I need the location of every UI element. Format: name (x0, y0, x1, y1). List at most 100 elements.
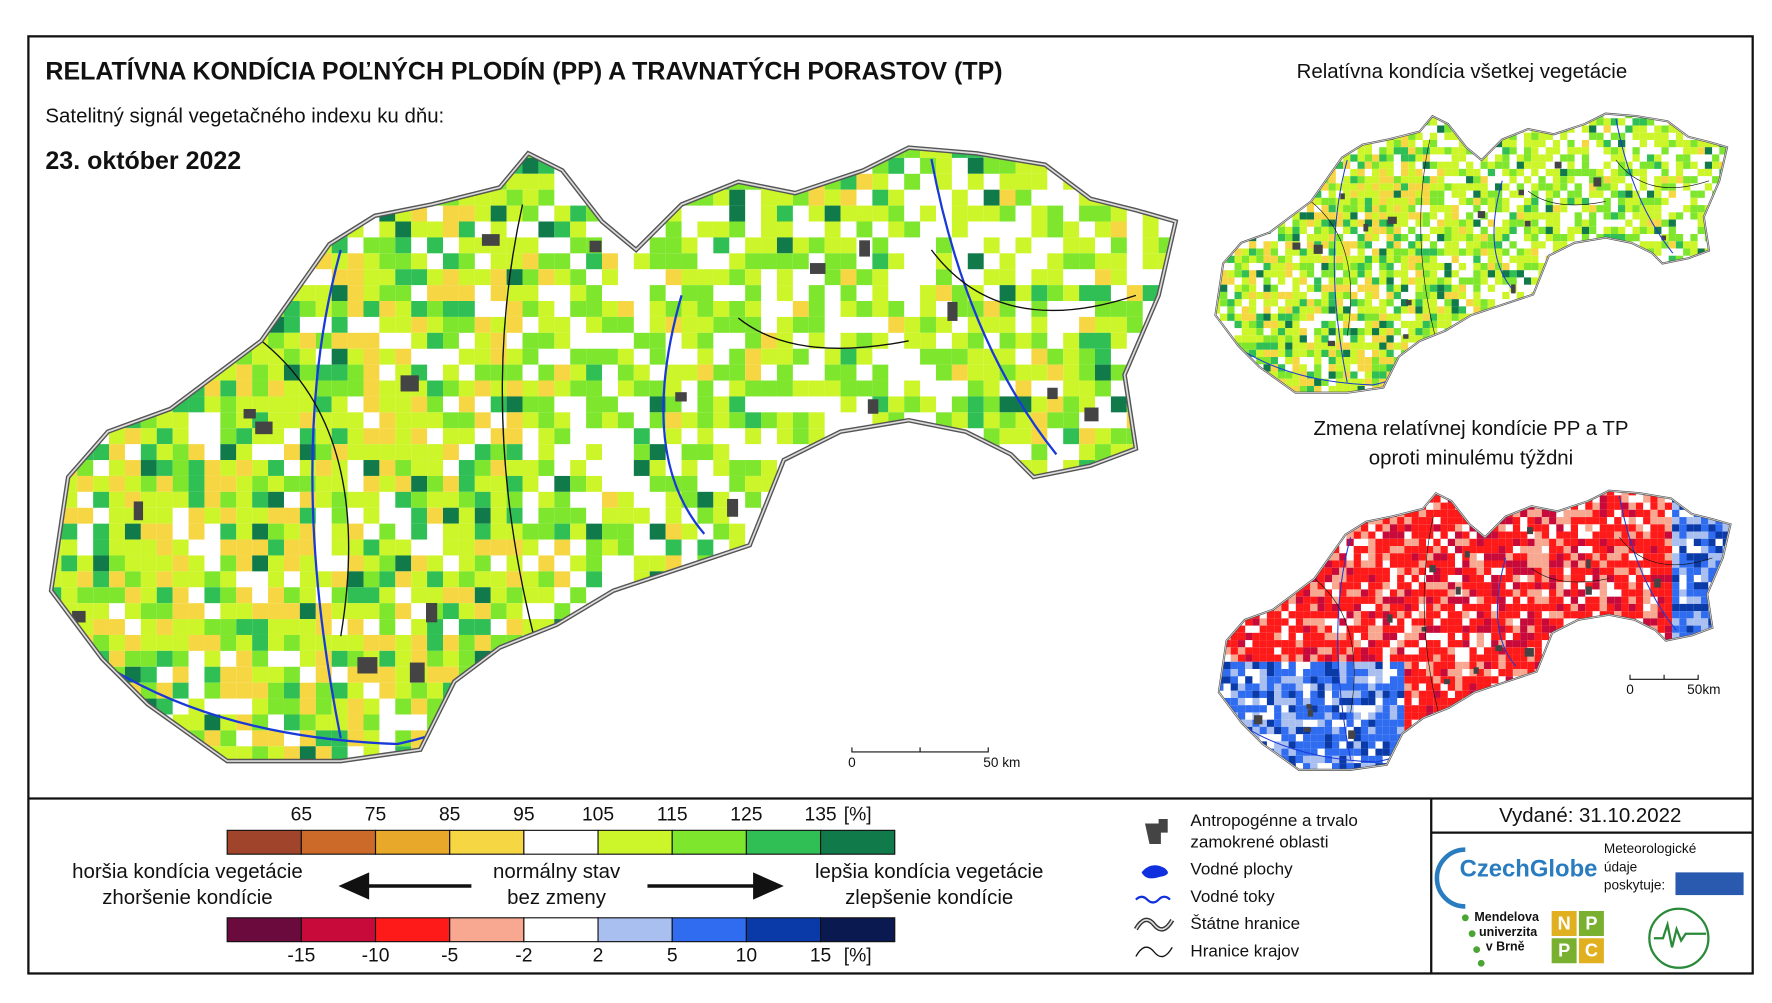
map-cell (1379, 277, 1387, 285)
map-cell (1360, 755, 1369, 764)
map-cell (1368, 690, 1376, 698)
urban-area (1524, 220, 1531, 227)
map-cell (1495, 234, 1503, 242)
map-cell (315, 714, 332, 731)
map-cell (1031, 412, 1048, 429)
map-cell (427, 666, 443, 683)
map-cell (1357, 234, 1365, 242)
map-cell (1285, 262, 1293, 271)
map-cell (1335, 299, 1344, 307)
map-cell (1328, 371, 1336, 379)
map-cell (1230, 683, 1238, 691)
map-cell (1429, 190, 1438, 198)
map-cell (1249, 277, 1257, 285)
map-cell (1063, 348, 1080, 365)
map-cell (1502, 154, 1510, 162)
map-cell (1288, 712, 1296, 720)
map-cell (379, 253, 396, 270)
map-cell (1266, 676, 1275, 684)
map-cell (490, 587, 507, 604)
map-cell (109, 475, 125, 492)
map-cell (1368, 640, 1376, 648)
map-cell (1335, 284, 1344, 292)
map-cell (490, 507, 507, 524)
map-cell (1252, 726, 1260, 735)
map-cell (474, 555, 491, 572)
map-cell (1589, 219, 1597, 227)
map-cell (522, 173, 539, 190)
map-cell (1451, 226, 1459, 235)
map-cell (1531, 197, 1539, 206)
map-cell (1249, 342, 1257, 350)
map-cell (1393, 270, 1401, 278)
map-cell (1372, 248, 1380, 256)
map-cell (1281, 719, 1289, 727)
map-cell (1422, 262, 1430, 271)
map-cell (745, 332, 762, 349)
map-cell (1368, 618, 1376, 626)
map-cell (554, 428, 571, 445)
map-cell (1408, 190, 1416, 198)
map-cell (1343, 183, 1351, 191)
map-cell (474, 603, 491, 620)
map-cell (1458, 168, 1467, 177)
map-cell (1343, 205, 1351, 213)
map-cell (1310, 625, 1318, 633)
map-cell (888, 189, 905, 206)
map-cell (1266, 697, 1275, 706)
map-cell (570, 301, 587, 317)
map-cell (1310, 726, 1318, 735)
map-cell (1288, 705, 1296, 713)
map-cell (1346, 647, 1354, 655)
map-cell (395, 698, 412, 715)
map-cell (252, 619, 269, 635)
map-cell (299, 285, 316, 302)
map-cell (1335, 241, 1344, 249)
map-cell (1360, 574, 1369, 583)
map-cell (1386, 291, 1394, 300)
map-cell (1015, 189, 1032, 206)
map-cell (1429, 277, 1438, 285)
map-cell (347, 682, 364, 699)
map-cell (1538, 212, 1546, 220)
map-cell (140, 507, 157, 524)
map-cell (1317, 625, 1325, 633)
map-cell (1379, 248, 1387, 256)
map-cell (1437, 313, 1445, 321)
map-cell (1314, 364, 1322, 372)
map-cell (554, 412, 571, 429)
map-cell (1639, 139, 1647, 148)
map-cell (697, 301, 714, 317)
map-cell (1473, 205, 1481, 213)
map-cell (1360, 567, 1369, 575)
map-cell (665, 428, 682, 445)
map-cell (1386, 205, 1394, 213)
map-cell (999, 157, 1016, 174)
map-cell (1408, 161, 1416, 169)
map-cell (1386, 147, 1394, 155)
map-cell (427, 475, 443, 492)
map-cell (1473, 255, 1481, 263)
urban-area (809, 263, 826, 274)
map-cell (506, 603, 523, 620)
map-cell (1299, 248, 1307, 256)
map-cell (697, 380, 714, 397)
map-cell (1303, 669, 1311, 677)
map-cell (1531, 190, 1539, 198)
map-cell (347, 523, 364, 540)
map-cell (1386, 154, 1394, 162)
map-cell (1063, 396, 1080, 413)
map-cell (824, 189, 841, 206)
map-cell (1560, 176, 1568, 184)
map-cell (172, 634, 189, 651)
map-cell (109, 460, 125, 476)
map-cell (395, 460, 412, 476)
map-cell (1252, 683, 1260, 691)
map-cell (1015, 380, 1032, 397)
map-cell (363, 460, 380, 476)
map-cell (395, 396, 412, 413)
map-cell (1126, 301, 1143, 317)
map-cell (1285, 320, 1293, 329)
map-cell (363, 428, 380, 445)
map-cell (1245, 683, 1253, 691)
